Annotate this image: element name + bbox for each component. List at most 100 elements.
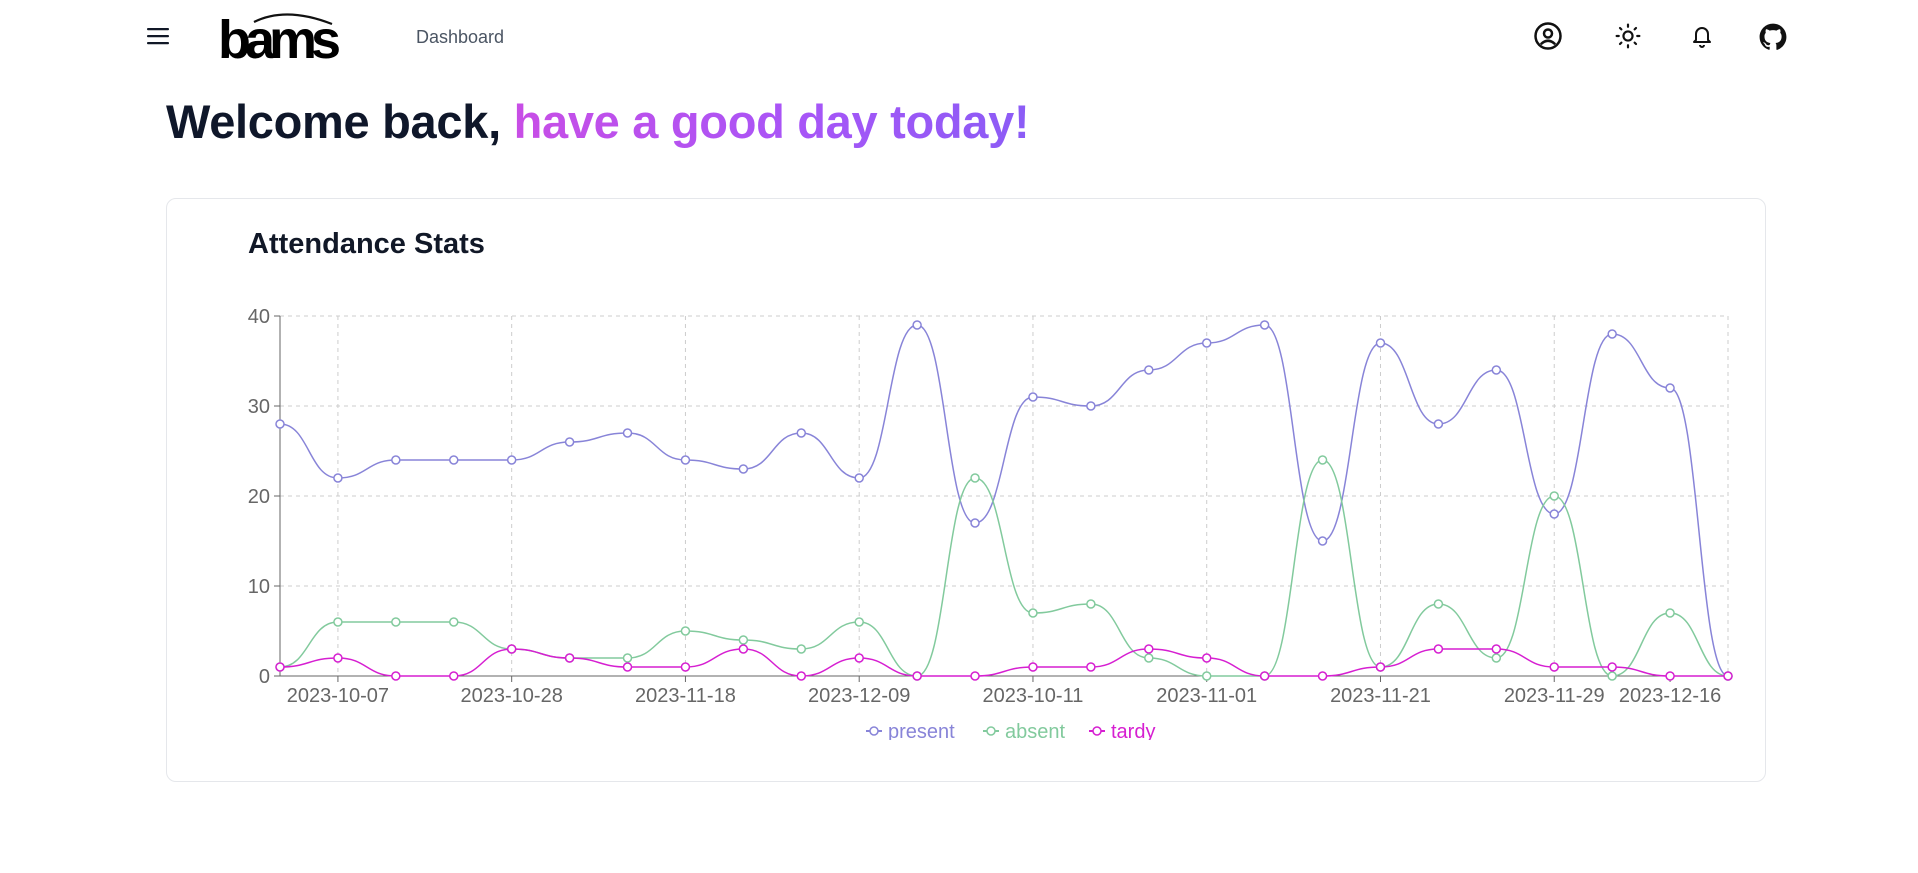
data-point-tardy[interactable] [854,653,864,663]
legend-label-absent[interactable]: absent [1005,721,1065,740]
github-glyph [1759,23,1787,50]
data-point-absent[interactable] [391,617,401,627]
data-point-tardy[interactable] [738,644,749,654]
data-point-absent[interactable] [854,617,864,627]
data-point-tardy[interactable] [1491,644,1502,654]
data-point-tardy[interactable] [1144,644,1154,654]
data-point-tardy[interactable] [1375,662,1386,672]
data-point-present[interactable] [1317,536,1328,546]
data-point-present[interactable] [738,464,749,474]
data-point-absent[interactable] [1433,599,1444,609]
data-point-present[interactable] [1086,401,1096,411]
data-point-tardy[interactable] [1259,671,1270,681]
data-point-absent[interactable] [680,626,691,636]
brand-logo[interactable]: bams [216,10,345,70]
github-icon[interactable] [1756,20,1790,54]
data-point-tardy[interactable] [333,653,343,663]
data-point-absent[interactable] [1144,653,1154,663]
data-point-present[interactable] [796,428,807,438]
data-point-absent[interactable] [970,473,980,483]
x-tick-label: 2023-10-28 [461,685,563,707]
data-point-present[interactable] [449,455,459,465]
data-point-present[interactable] [1375,338,1386,348]
data-point-present[interactable] [1665,383,1675,393]
data-point-tardy[interactable] [391,671,401,681]
data-point-tardy[interactable] [564,653,575,663]
x-tick-label: 2023-12-09 [808,685,910,707]
data-point-tardy[interactable] [622,662,633,672]
data-point-tardy[interactable] [970,671,980,681]
data-point-present[interactable] [333,473,343,483]
card-title: Attendance Stats [248,228,485,260]
data-point-present[interactable] [1259,320,1270,330]
data-point-tardy[interactable] [912,671,922,681]
data-point-present[interactable] [564,437,575,447]
data-point-absent[interactable] [1549,491,1559,501]
data-point-absent[interactable] [796,644,807,654]
legend-label-tardy[interactable]: tardy [1111,721,1155,740]
nav-link-dashboard[interactable]: Dashboard [416,27,505,47]
data-point-absent[interactable] [1607,671,1617,681]
data-point-tardy[interactable] [1607,662,1617,672]
x-tick-label: 2023-11-21 [1330,685,1431,707]
attendance-card [166,198,1766,782]
data-point-tardy[interactable] [1665,671,1675,681]
data-point-present[interactable] [506,455,517,465]
legend-marker-tardy [1092,726,1102,736]
data-point-tardy[interactable] [1028,662,1038,672]
data-point-present[interactable] [391,455,401,465]
data-point-tardy[interactable] [449,671,459,681]
data-point-present[interactable] [275,419,285,429]
data-point-present[interactable] [622,428,633,438]
data-point-present[interactable] [1201,338,1212,348]
data-point-tardy[interactable] [1549,662,1559,672]
data-point-present[interactable] [680,455,691,465]
hamburger-menu-icon[interactable] [144,22,172,50]
data-point-absent[interactable] [1201,671,1212,681]
data-point-absent[interactable] [449,617,459,627]
data-point-present[interactable] [854,473,864,483]
welcome-heading: Welcome back, have a good day today! [166,94,1030,149]
data-point-present[interactable] [1028,392,1038,402]
bell-glyph [1693,27,1711,48]
data-point-absent[interactable] [1665,608,1675,618]
x-tick-label: 2023-11-01 [1156,685,1257,707]
data-point-tardy[interactable] [1086,662,1096,672]
data-point-absent[interactable] [1028,608,1038,618]
bell-icon[interactable] [1686,20,1718,52]
y-tick-label: 20 [248,486,270,508]
data-point-present[interactable] [1549,509,1559,519]
user-circle-glyph [1534,22,1562,50]
data-point-present[interactable] [912,320,922,330]
logo-text: bams [218,10,339,62]
data-point-absent[interactable] [1317,455,1328,465]
data-point-tardy[interactable] [1433,644,1444,654]
data-point-present[interactable] [1433,419,1444,429]
sun-icon[interactable] [1612,20,1644,52]
user-circle-icon[interactable] [1530,18,1566,54]
sun-glyph [1615,23,1641,49]
data-point-present[interactable] [1144,365,1154,375]
welcome-highlight: have a good day today! [513,95,1030,148]
data-point-tardy[interactable] [680,662,691,672]
data-point-tardy[interactable] [1317,671,1328,681]
welcome-prefix: Welcome back, [166,95,514,148]
data-point-absent[interactable] [1086,599,1096,609]
data-point-tardy[interactable] [796,671,807,681]
data-point-tardy[interactable] [506,644,517,654]
data-point-present[interactable] [1491,365,1502,375]
data-point-present[interactable] [1607,329,1617,339]
data-point-tardy[interactable] [275,662,285,672]
attendance-chart: 0 10 20 30 40 2023-10-07 2023-10-28 2023-11-18 2… [248,306,1733,740]
legend-label-present[interactable]: present [888,721,955,740]
data-point-absent[interactable] [1491,653,1502,663]
data-point-absent[interactable] [622,653,633,663]
legend-marker-absent [986,726,996,736]
data-point-absent[interactable] [738,635,749,645]
data-point-tardy[interactable] [1723,671,1733,681]
y-tick-label: 30 [248,396,270,418]
data-point-tardy[interactable] [1201,653,1212,663]
data-point-absent[interactable] [333,617,343,627]
series-line-tardy [279,648,1728,677]
data-point-present[interactable] [970,518,980,528]
